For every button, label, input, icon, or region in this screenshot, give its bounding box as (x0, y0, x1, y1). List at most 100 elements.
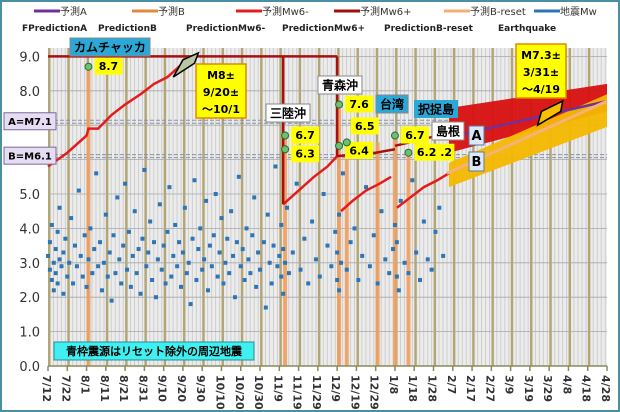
quake-point (335, 278, 340, 282)
badge-b: B (472, 155, 482, 170)
quake-point (55, 281, 60, 286)
quake-point (136, 247, 141, 252)
quake-point (213, 192, 218, 196)
quake-point (72, 243, 77, 248)
x-tick-label: 8/1 (79, 375, 92, 394)
quake-point (182, 205, 187, 210)
y-tick-label: 4.0 (19, 222, 40, 237)
quake-point (225, 236, 230, 241)
quake-magnitude-label-box (400, 126, 429, 144)
major-quake-marker (281, 131, 290, 140)
quake-point (46, 253, 50, 258)
legend-label-jp-3: 予測Mw6+ (360, 5, 412, 18)
y-tick-label: 0.0 (19, 360, 40, 375)
legend-label-jp-0: 予測A (60, 5, 87, 18)
quake-point (217, 250, 222, 255)
quake-point (236, 174, 241, 179)
quake-point (410, 178, 415, 183)
quake-point (398, 198, 403, 203)
quake-point (47, 240, 52, 245)
quake-point (121, 243, 126, 248)
quake-point (433, 229, 438, 234)
m8-callout-line: 9/20± (203, 86, 239, 99)
quake-point (125, 267, 130, 272)
quake-point (78, 253, 83, 258)
legend-label-en-3: PredictionMw6+ (282, 24, 365, 34)
quake-point (256, 250, 261, 255)
quake-point (57, 257, 62, 262)
x-tick-label: 1/8 (387, 375, 400, 394)
x-tick-label: 9/30 (194, 375, 207, 402)
quake-point (92, 247, 97, 252)
quake-point (146, 250, 151, 255)
note-label-box (53, 341, 255, 361)
quake-point (227, 271, 232, 276)
quake-point (119, 281, 124, 286)
badge-b-box (468, 151, 485, 172)
quake-magnitude-label-box (350, 117, 379, 135)
y-tick-label: 1.0 (19, 326, 40, 341)
quake-point (396, 288, 401, 293)
quake-point (348, 240, 353, 245)
quake-point (418, 278, 423, 282)
major-quake-marker (335, 141, 344, 150)
quake-point (184, 271, 189, 276)
legend-label-jp-2: 予測Mw6- (262, 5, 309, 18)
quake-point (169, 274, 174, 279)
forecast-window-0 (172, 51, 200, 78)
quake-point (96, 264, 101, 269)
quake-point (67, 260, 72, 265)
quake-point (80, 274, 85, 279)
x-tick-label: 12/19 (348, 375, 361, 410)
quake-point (242, 278, 247, 282)
x-tick-label: 7/22 (59, 375, 72, 402)
quake-bar-4 (375, 142, 380, 366)
quake-magnitude-label-box (345, 95, 374, 113)
quake-point (171, 253, 176, 258)
quake-point (99, 288, 104, 293)
quake-point (211, 233, 216, 238)
legend-label-en-0: FPredictionA (22, 24, 87, 34)
quake-point (155, 257, 160, 262)
quake-point (240, 247, 245, 252)
legend-label-jp-4: 予測B-reset (470, 5, 526, 18)
quake-point (329, 264, 334, 269)
quake-point (84, 284, 89, 289)
quake-point (285, 205, 290, 210)
quake-point (244, 226, 249, 231)
quake-point (290, 250, 295, 255)
quake-point (209, 264, 214, 269)
quake-point (273, 164, 278, 169)
quake-point (49, 278, 54, 282)
y-tick-label: 8.0 (19, 85, 40, 100)
y-tick-label: 2.0 (19, 291, 40, 306)
quake-point (134, 271, 139, 276)
major-quake-marker (84, 62, 93, 71)
series-line-0-3 (396, 172, 450, 209)
place-label-box (375, 94, 409, 114)
quake-magnitude-label-box (345, 141, 374, 159)
legend-label-jp-1: 予測B (158, 5, 185, 18)
x-tick-label: 9/20 (175, 375, 188, 402)
quake-point (196, 247, 201, 252)
quake-point (150, 278, 155, 282)
quake-magnitude-label-box (291, 126, 320, 144)
quake-point (167, 185, 172, 190)
quake-magnitude-label: 6.4 (349, 144, 369, 157)
reference-label-B-box (3, 146, 57, 165)
reference-label-A-box (3, 112, 57, 131)
quake-point (258, 267, 263, 272)
quake-point (383, 257, 388, 262)
quake-point (98, 240, 103, 245)
quake-points (46, 164, 446, 310)
quake-point (88, 226, 93, 231)
x-tick-label: 2/7 (445, 375, 458, 394)
quake-point (356, 278, 361, 282)
quake-point (340, 171, 345, 176)
quake-point (53, 271, 58, 276)
quake-point (165, 229, 170, 234)
x-tick-label: 3/9 (503, 375, 516, 394)
x-tick-label: 8/31 (136, 375, 149, 402)
quake-point (190, 236, 195, 241)
quake-point (283, 260, 288, 265)
